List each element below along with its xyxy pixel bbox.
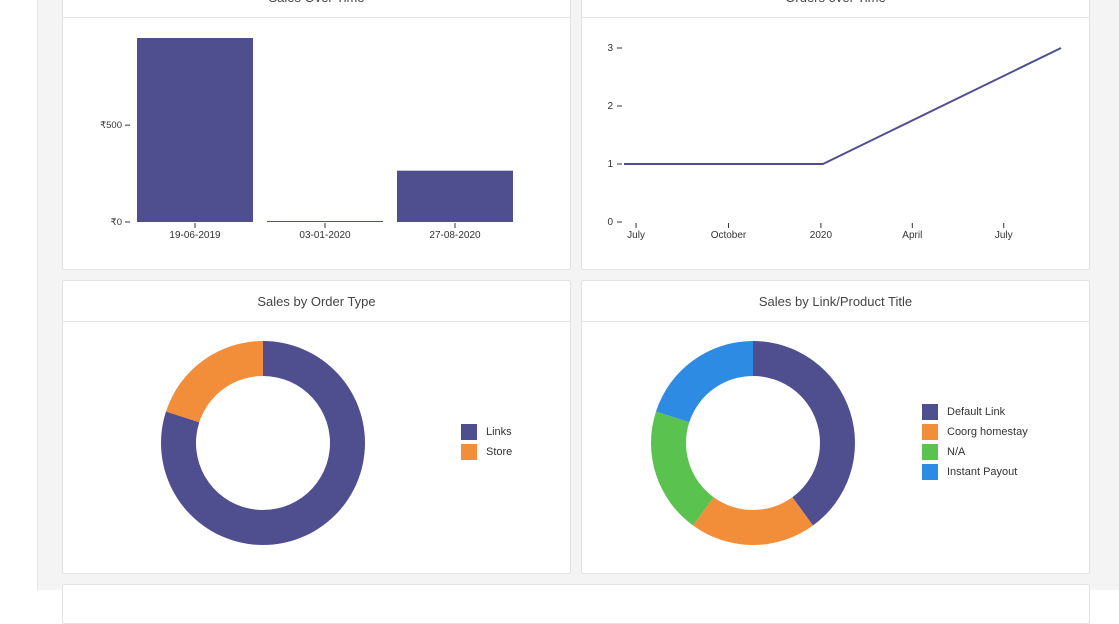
- next-card: [62, 584, 1090, 624]
- donut-slice: [165, 341, 263, 423]
- y-tick-label: 1: [607, 159, 613, 170]
- y-tick-label: ₹500: [100, 120, 122, 131]
- legend-item[interactable]: N/A: [922, 442, 1028, 462]
- y-tick-label: 3: [607, 43, 613, 54]
- sales-over-time-card: Sales Over Time ₹0 ₹500 19-06-2019 03-01-20…: [62, 0, 571, 270]
- chart-legend: Default Link Coorg homestay N/A Instant Pay…: [922, 402, 1028, 482]
- sales-by-order-type-chart: [160, 341, 366, 545]
- card-title: Sales by Order Type: [63, 281, 570, 322]
- card-title: Orders over Time: [582, 0, 1089, 18]
- x-tick-label: 2020: [810, 230, 833, 241]
- chart-legend: Links Store: [461, 422, 512, 462]
- x-tick-label: 19-06-2019: [169, 230, 221, 241]
- legend-item[interactable]: Links: [461, 422, 512, 442]
- card-title: Sales by Link/Product Title: [582, 281, 1089, 322]
- sales-by-link-card: Sales by Link/Product Title Default Link…: [581, 280, 1090, 574]
- sales-over-time-chart: ₹0 ₹500 19-06-2019 03-01-2020 27-08-2020: [100, 38, 513, 241]
- legend-swatch: [922, 424, 938, 440]
- orders-over-time-chart: 0 1 2 3 July October 2020 April July: [607, 43, 1062, 241]
- y-tick-label: 0: [607, 217, 613, 228]
- donut-slice: [655, 341, 753, 423]
- donut-slice: [160, 341, 366, 545]
- legend-swatch: [461, 424, 477, 440]
- legend-item[interactable]: Store: [461, 442, 512, 462]
- legend-item[interactable]: Instant Payout: [922, 462, 1028, 482]
- donut-slice: [651, 411, 714, 526]
- x-tick-label: July: [627, 230, 645, 241]
- bar: [267, 221, 383, 223]
- legend-swatch: [461, 444, 477, 460]
- orders-line: [624, 47, 1062, 165]
- card-title: Sales Over Time: [63, 0, 570, 18]
- x-tick-label: July: [995, 230, 1013, 241]
- legend-label: Links: [486, 426, 512, 438]
- bar: [397, 170, 513, 222]
- donut-slice: [753, 341, 855, 526]
- sales-by-order-type-card: Sales by Order Type Links Store: [62, 280, 571, 574]
- y-tick-label: ₹0: [111, 217, 122, 228]
- bar: [137, 38, 253, 222]
- legend-swatch: [922, 464, 938, 480]
- legend-item[interactable]: Coorg homestay: [922, 422, 1028, 442]
- y-tick-label: 2: [607, 101, 613, 112]
- orders-over-time-card: Orders over Time 0 1 2 3 July October 2020 Apri…: [581, 0, 1090, 270]
- legend-label: Store: [486, 446, 513, 458]
- legend-label: Instant Payout: [947, 466, 1018, 478]
- sales-by-link-chart: [651, 341, 855, 545]
- legend-label: Coorg homestay: [947, 426, 1028, 438]
- left-sidebar: [0, 0, 38, 590]
- x-tick-label: October: [711, 230, 747, 241]
- legend-item[interactable]: Default Link: [922, 402, 1028, 422]
- x-tick-label: 03-01-2020: [299, 230, 351, 241]
- legend-swatch: [922, 444, 938, 460]
- x-tick-label: 27-08-2020: [429, 230, 481, 241]
- legend-swatch: [922, 404, 938, 420]
- donut-slice: [693, 497, 813, 545]
- legend-label: N/A: [947, 446, 966, 458]
- x-tick-label: April: [902, 230, 922, 241]
- legend-label: Default Link: [947, 406, 1006, 418]
